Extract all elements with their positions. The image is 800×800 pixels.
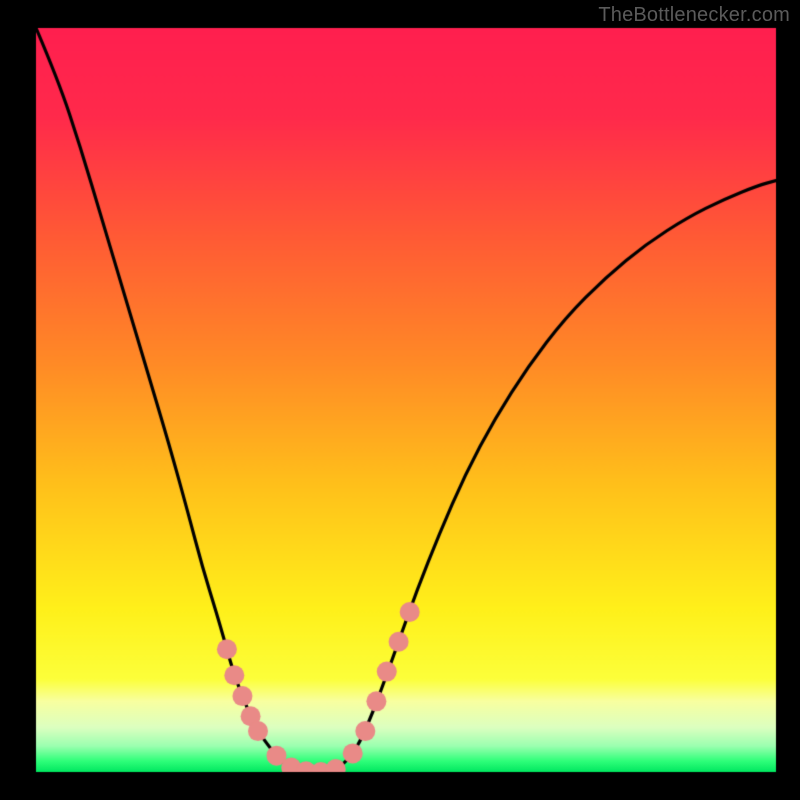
bottleneck-curve-canvas (0, 0, 800, 800)
chart-stage: TheBottlenecker.com (0, 0, 800, 800)
